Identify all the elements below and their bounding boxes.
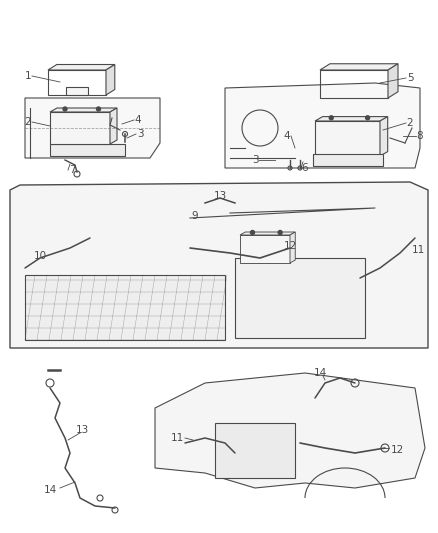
Polygon shape bbox=[388, 64, 398, 98]
Polygon shape bbox=[315, 117, 388, 121]
Text: 2: 2 bbox=[407, 118, 413, 128]
Polygon shape bbox=[155, 373, 425, 488]
Polygon shape bbox=[110, 108, 117, 144]
Polygon shape bbox=[25, 98, 160, 158]
Polygon shape bbox=[10, 182, 428, 348]
Text: 8: 8 bbox=[417, 131, 423, 141]
Circle shape bbox=[329, 116, 333, 120]
Polygon shape bbox=[50, 108, 117, 112]
Text: 10: 10 bbox=[33, 251, 46, 261]
Circle shape bbox=[251, 230, 254, 235]
Text: 6: 6 bbox=[302, 163, 308, 173]
Polygon shape bbox=[225, 83, 420, 168]
Circle shape bbox=[278, 230, 282, 235]
Text: 14: 14 bbox=[313, 368, 327, 378]
Text: 3: 3 bbox=[252, 155, 258, 165]
Text: 1: 1 bbox=[25, 71, 31, 81]
Polygon shape bbox=[315, 121, 380, 156]
Polygon shape bbox=[290, 232, 295, 263]
Text: 11: 11 bbox=[411, 245, 424, 255]
Text: 13: 13 bbox=[75, 425, 88, 435]
FancyBboxPatch shape bbox=[25, 275, 225, 340]
Text: 12: 12 bbox=[390, 445, 404, 455]
Polygon shape bbox=[380, 117, 388, 156]
Text: 4: 4 bbox=[135, 115, 141, 125]
FancyBboxPatch shape bbox=[215, 423, 295, 478]
Text: 13: 13 bbox=[213, 191, 226, 201]
Text: 11: 11 bbox=[170, 433, 184, 443]
Polygon shape bbox=[106, 64, 115, 95]
FancyBboxPatch shape bbox=[235, 258, 365, 338]
FancyBboxPatch shape bbox=[50, 144, 125, 156]
Text: 4: 4 bbox=[284, 131, 290, 141]
Text: 7: 7 bbox=[69, 165, 75, 175]
Polygon shape bbox=[240, 235, 290, 263]
Text: 3: 3 bbox=[137, 129, 143, 139]
Text: 12: 12 bbox=[283, 241, 297, 251]
Polygon shape bbox=[320, 64, 398, 70]
Polygon shape bbox=[50, 112, 110, 144]
FancyBboxPatch shape bbox=[66, 87, 88, 95]
Text: 5: 5 bbox=[407, 73, 413, 83]
Text: 9: 9 bbox=[192, 211, 198, 221]
Polygon shape bbox=[240, 232, 295, 235]
Circle shape bbox=[366, 116, 370, 120]
FancyBboxPatch shape bbox=[313, 154, 383, 166]
Text: 14: 14 bbox=[43, 485, 57, 495]
Text: 2: 2 bbox=[25, 117, 31, 127]
Circle shape bbox=[63, 107, 67, 111]
Circle shape bbox=[96, 107, 100, 111]
Polygon shape bbox=[48, 64, 115, 70]
